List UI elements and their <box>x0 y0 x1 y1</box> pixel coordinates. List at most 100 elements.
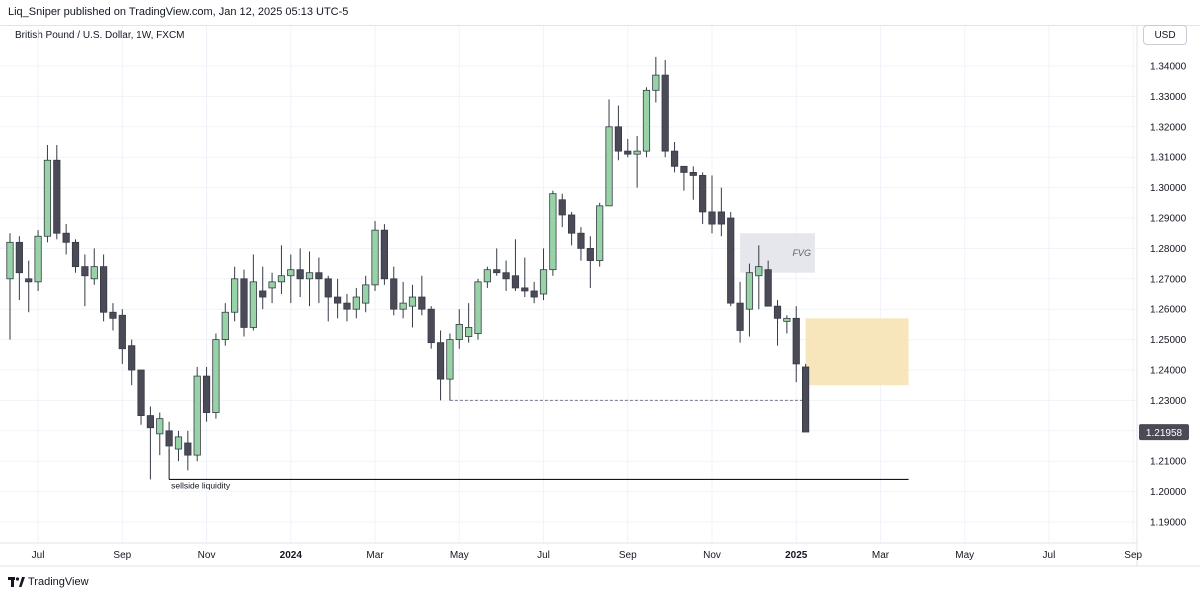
candle-body <box>81 266 89 277</box>
candle-bear <box>586 236 594 288</box>
candle-body <box>25 278 33 283</box>
tradingview-logo-icon <box>8 577 25 587</box>
candle-bull <box>642 87 651 158</box>
x-tick-label: Jul <box>32 550 45 561</box>
candle-body <box>614 126 623 152</box>
y-tick-label: 1.26000 <box>1150 305 1187 316</box>
candle-body <box>202 375 211 413</box>
candle-bull <box>371 221 379 291</box>
x-tick-label: Sep <box>619 550 637 561</box>
x-tick-label: 2025 <box>785 550 808 561</box>
candle-bear <box>343 294 351 322</box>
candle-body <box>221 311 229 340</box>
candle-body <box>792 317 800 365</box>
fvg-label: FVG <box>792 248 811 258</box>
candle-body <box>146 415 154 429</box>
candle-body <box>90 266 98 280</box>
candle-bull <box>268 272 276 304</box>
candle-body <box>100 266 108 313</box>
candle-body <box>624 150 632 155</box>
y-tick-label: 1.25000 <box>1150 335 1187 346</box>
candle-bull <box>755 245 763 310</box>
last-price-label: 1.21958 <box>1146 428 1183 439</box>
y-tick-label: 1.19000 <box>1150 518 1187 529</box>
candle-bear <box>530 281 538 304</box>
candle-body <box>53 159 61 234</box>
candle-body <box>287 269 295 277</box>
currency-button[interactable]: USD <box>1143 25 1187 45</box>
x-tick-label: May <box>955 550 974 561</box>
candle-bull <box>221 303 229 346</box>
candle-body <box>174 436 183 450</box>
candle-bull <box>193 366 201 462</box>
candle-body <box>296 269 304 280</box>
candle-body <box>642 89 651 152</box>
candle-bull <box>277 245 286 294</box>
last-price-box <box>1139 424 1189 441</box>
candle-bear <box>53 145 61 240</box>
candle-bear <box>661 59 669 158</box>
candle-bear <box>100 254 108 322</box>
candle-body <box>802 366 810 433</box>
candle-body <box>568 214 576 234</box>
candle-bear <box>137 369 145 425</box>
candle-bear <box>240 269 248 337</box>
candle-body <box>530 290 538 298</box>
candle-body <box>661 74 669 152</box>
y-tick-label: 1.33000 <box>1150 92 1187 103</box>
header-divider <box>0 25 1200 26</box>
candle-body <box>352 296 360 310</box>
candle-body <box>165 430 173 447</box>
price-axis[interactable]: 1.34000 1.33000 1.32000 1.31000 1.30000 1.290… <box>1150 62 1187 529</box>
candle-body <box>277 275 286 283</box>
candle-bear <box>81 254 89 307</box>
candle-bear <box>315 257 323 304</box>
candle-body <box>502 272 510 280</box>
candle-body <box>62 232 70 243</box>
candle-bull <box>90 248 98 285</box>
y-tick-label: 1.31000 <box>1150 153 1187 164</box>
candle-bear <box>25 260 33 313</box>
candle-bear <box>699 172 707 225</box>
candle-body <box>549 193 557 271</box>
candle-body <box>212 339 220 413</box>
candle-bear <box>614 105 623 161</box>
candle-bull <box>287 254 295 304</box>
candle-bear <box>502 260 510 291</box>
candle-body <box>249 281 257 328</box>
candle-body <box>231 278 239 313</box>
candle-body <box>493 269 501 274</box>
candle-body <box>240 278 248 328</box>
candle-bull <box>6 233 14 340</box>
candle-bull <box>408 284 417 328</box>
candle-bear <box>773 300 782 346</box>
candle-bull <box>305 251 314 307</box>
candle-body <box>71 241 80 268</box>
x-tick-label: Jul <box>1043 550 1056 561</box>
candle-body <box>764 269 772 307</box>
candle-bear <box>736 281 744 343</box>
candle-body <box>399 302 407 310</box>
candle-bull <box>465 303 473 343</box>
candle-body <box>773 305 782 319</box>
demand-zone[interactable] <box>805 318 909 386</box>
candle-body <box>670 150 679 167</box>
candle-bear <box>727 211 735 307</box>
candle-body <box>521 287 529 292</box>
y-tick-label: 1.27000 <box>1150 274 1187 285</box>
candle-bear <box>259 266 267 310</box>
candle-bull <box>352 287 360 319</box>
symbol-title: British Pound / U.S. Dollar, 1W, FXCM <box>15 30 185 41</box>
candle-body <box>783 317 791 322</box>
candle-body <box>652 74 660 91</box>
candle-bull <box>174 430 183 462</box>
candle-body <box>596 205 604 261</box>
fvg-zone[interactable] <box>740 233 815 273</box>
candle-body <box>343 302 351 310</box>
time-axis[interactable]: Jul Sep Nov 2024 Mar May Jul Sep Nov 2025 Mar May Ju… <box>32 550 1143 561</box>
candle-body <box>717 211 725 225</box>
candle-body <box>324 278 332 298</box>
candle-bear <box>118 309 126 364</box>
x-tick-label: Mar <box>366 550 384 561</box>
